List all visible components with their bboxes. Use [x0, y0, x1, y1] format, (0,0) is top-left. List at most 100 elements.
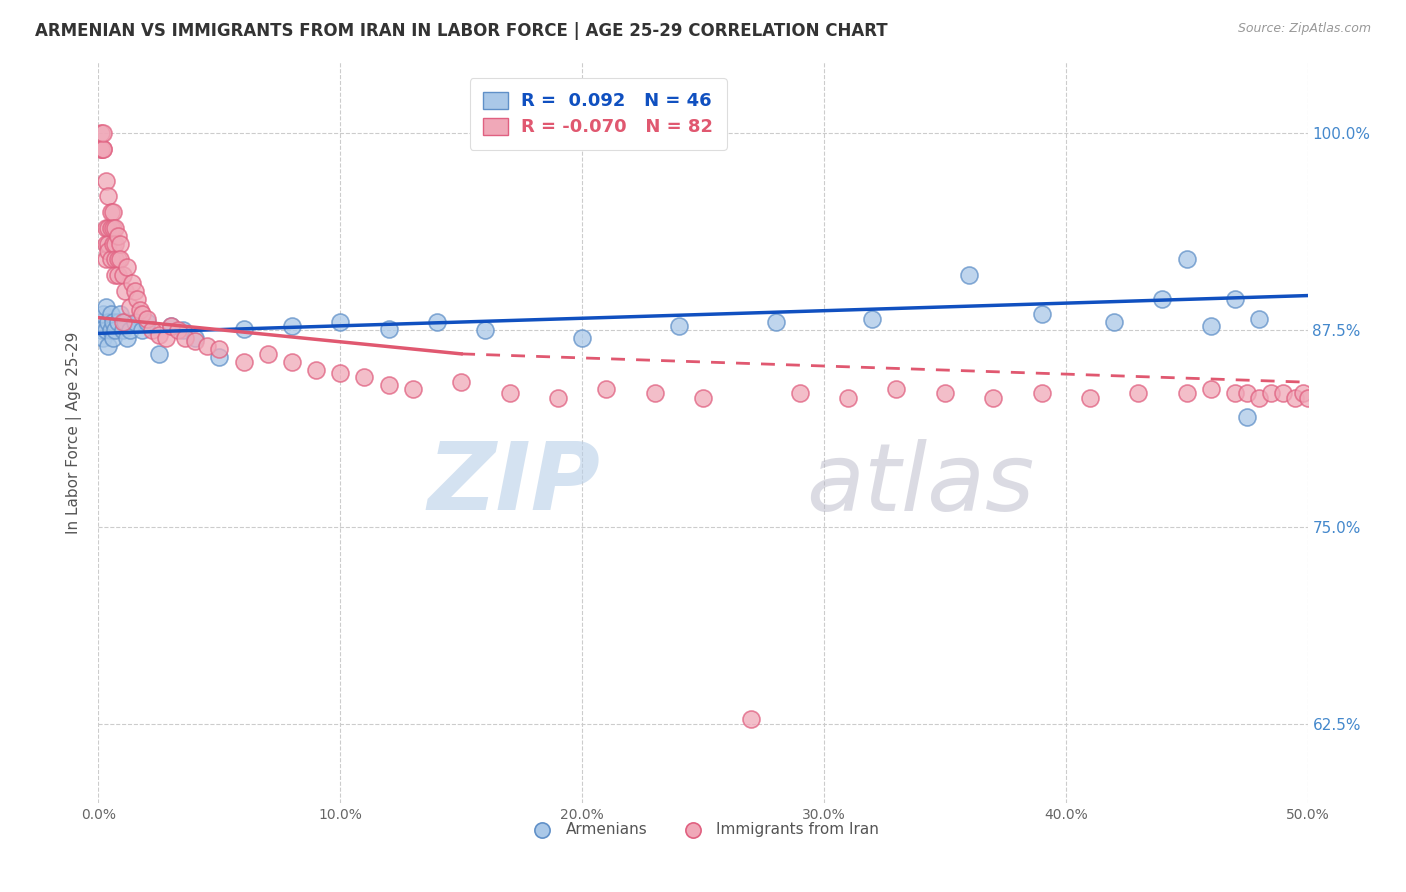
Point: [1199, 382, 1222, 396]
Point: [100, 205, 122, 219]
Point: [329, 315, 352, 329]
Point: [107, 268, 129, 282]
Point: [232, 355, 254, 369]
Point: [108, 252, 131, 267]
Point: [474, 323, 496, 337]
Point: [1031, 308, 1053, 322]
Point: [127, 292, 149, 306]
Point: [195, 339, 218, 353]
Point: [402, 382, 425, 396]
Point: [172, 323, 194, 337]
Point: [108, 236, 131, 251]
Point: [94, 173, 117, 187]
Point: [97, 315, 120, 329]
Point: [135, 312, 157, 326]
Point: [111, 323, 134, 337]
Point: [90, 126, 112, 140]
Point: [104, 236, 127, 251]
Point: [1102, 315, 1125, 329]
Point: [208, 342, 231, 356]
Point: [104, 268, 127, 282]
Point: [668, 318, 690, 333]
Point: [108, 308, 131, 322]
Point: [1272, 386, 1295, 401]
Point: [90, 315, 112, 329]
Point: [100, 252, 122, 267]
Point: [94, 323, 117, 337]
Point: [886, 382, 908, 396]
Point: [740, 712, 762, 726]
Point: [121, 276, 143, 290]
Point: [1078, 391, 1101, 405]
Point: [155, 331, 177, 345]
Point: [377, 321, 399, 335]
Point: [141, 323, 163, 337]
Point: [101, 220, 124, 235]
Point: [1284, 391, 1306, 405]
Point: [1199, 318, 1222, 333]
Point: [184, 334, 207, 349]
Point: [90, 142, 112, 156]
Point: [148, 328, 170, 343]
Point: [450, 375, 472, 389]
Point: [1296, 391, 1319, 405]
Point: [91, 142, 114, 156]
Point: [100, 220, 122, 235]
Point: [595, 382, 617, 396]
Point: [184, 331, 207, 345]
Point: [107, 228, 129, 243]
Text: ARMENIAN VS IMMIGRANTS FROM IRAN IN LABOR FORCE | AGE 25-29 CORRELATION CHART: ARMENIAN VS IMMIGRANTS FROM IRAN IN LABO…: [35, 22, 887, 40]
Point: [90, 142, 112, 156]
Point: [94, 300, 117, 314]
Point: [1223, 292, 1246, 306]
Point: [114, 315, 136, 329]
Text: ZIP: ZIP: [427, 439, 600, 531]
Point: [100, 323, 122, 337]
Point: [111, 268, 134, 282]
Point: [1128, 386, 1150, 401]
Point: [104, 220, 127, 235]
Point: [124, 315, 146, 329]
Point: [837, 391, 859, 405]
Point: [148, 347, 170, 361]
Point: [107, 315, 129, 329]
Point: [107, 252, 129, 267]
Point: [91, 126, 114, 140]
Point: [232, 321, 254, 335]
Point: [101, 315, 124, 329]
Point: [547, 391, 569, 405]
Point: [131, 323, 153, 337]
Point: [101, 331, 124, 345]
Y-axis label: In Labor Force | Age 25-29: In Labor Force | Age 25-29: [66, 332, 83, 533]
Point: [1236, 386, 1258, 401]
Point: [100, 308, 122, 322]
Point: [1152, 292, 1174, 306]
Point: [256, 347, 278, 361]
Point: [128, 302, 150, 317]
Point: [97, 236, 120, 251]
Point: [860, 312, 883, 326]
Point: [377, 378, 399, 392]
Point: [97, 244, 120, 259]
Point: [1249, 391, 1271, 405]
Point: [934, 386, 956, 401]
Point: [1031, 386, 1053, 401]
Point: [160, 318, 183, 333]
Point: [281, 355, 304, 369]
Point: [118, 323, 141, 337]
Point: [104, 252, 127, 267]
Point: [1249, 312, 1271, 326]
Point: [957, 268, 980, 282]
Point: [94, 252, 117, 267]
Point: [117, 331, 139, 345]
Point: [692, 391, 714, 405]
Point: [1236, 409, 1258, 424]
Point: [329, 366, 352, 380]
Point: [167, 323, 190, 337]
Point: [97, 339, 120, 353]
Point: [765, 315, 787, 329]
Point: [1260, 386, 1282, 401]
Text: atlas: atlas: [806, 439, 1033, 530]
Point: [174, 331, 197, 345]
Point: [208, 350, 231, 364]
